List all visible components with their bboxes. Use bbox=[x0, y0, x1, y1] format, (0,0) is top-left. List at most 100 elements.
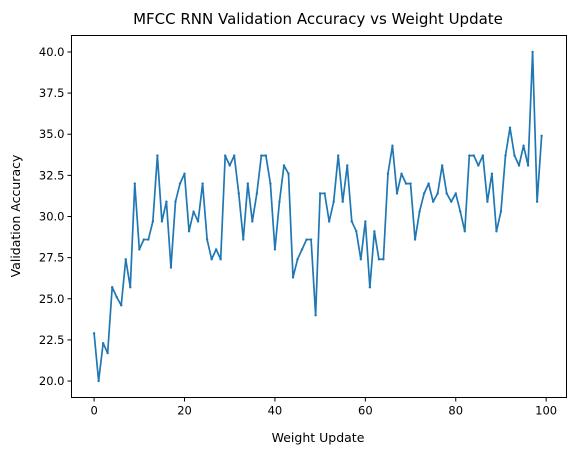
data-point-49 bbox=[314, 314, 317, 317]
data-point-10 bbox=[138, 248, 141, 251]
data-point-68 bbox=[400, 172, 403, 175]
data-point-12 bbox=[147, 238, 150, 241]
data-point-6 bbox=[120, 304, 123, 307]
data-point-86 bbox=[481, 154, 485, 157]
x-axis-label: Weight Update bbox=[272, 430, 365, 445]
data-point-24 bbox=[201, 182, 204, 185]
data-point-94 bbox=[517, 164, 521, 167]
data-point-27 bbox=[214, 248, 218, 251]
data-point-31 bbox=[233, 154, 236, 157]
y-tick-label: 32.5 bbox=[39, 168, 65, 182]
y-axis-label: Validation Accuracy bbox=[8, 154, 23, 277]
data-point-43 bbox=[287, 172, 290, 175]
data-point-62 bbox=[373, 230, 376, 233]
data-point-9 bbox=[133, 182, 136, 185]
y-tick-label: 30.0 bbox=[39, 210, 65, 224]
data-point-34 bbox=[246, 182, 249, 185]
data-point-56 bbox=[346, 164, 349, 167]
data-point-55 bbox=[341, 200, 344, 203]
data-point-93 bbox=[513, 154, 516, 157]
data-point-52 bbox=[327, 220, 331, 223]
plot-area bbox=[71, 35, 567, 398]
data-point-81 bbox=[459, 210, 462, 213]
data-point-87 bbox=[486, 200, 489, 203]
data-point-90 bbox=[499, 210, 503, 213]
data-point-63 bbox=[377, 258, 381, 261]
data-point-40 bbox=[273, 248, 277, 251]
data-point-74 bbox=[427, 182, 430, 185]
x-tick-label: 20 bbox=[177, 404, 192, 418]
data-point-98 bbox=[535, 200, 539, 203]
data-point-2 bbox=[101, 342, 105, 345]
data-point-54 bbox=[337, 154, 340, 157]
data-point-53 bbox=[332, 200, 335, 203]
data-point-85 bbox=[477, 164, 480, 167]
y-tick-label: 22.5 bbox=[39, 333, 65, 347]
data-point-8 bbox=[129, 286, 132, 289]
data-point-13 bbox=[151, 220, 155, 223]
x-tick-label: 60 bbox=[358, 404, 373, 418]
data-point-19 bbox=[178, 182, 182, 185]
data-points bbox=[92, 50, 543, 383]
data-point-82 bbox=[463, 230, 466, 233]
data-point-72 bbox=[418, 210, 421, 213]
chart-title: MFCC RNN Validation Accuracy vs Weight U… bbox=[133, 10, 503, 28]
data-point-3 bbox=[106, 351, 109, 355]
data-point-18 bbox=[174, 200, 177, 203]
data-point-37 bbox=[260, 154, 263, 157]
data-point-32 bbox=[237, 192, 240, 195]
data-point-71 bbox=[413, 238, 417, 241]
y-tick-label: 40.0 bbox=[39, 45, 65, 59]
data-point-50 bbox=[318, 192, 322, 195]
data-point-66 bbox=[391, 144, 394, 147]
data-point-47 bbox=[305, 238, 308, 241]
data-point-44 bbox=[291, 276, 295, 279]
data-point-73 bbox=[422, 192, 426, 195]
data-point-4 bbox=[110, 286, 114, 289]
data-point-75 bbox=[431, 200, 435, 203]
data-point-76 bbox=[436, 192, 439, 195]
data-point-38 bbox=[264, 154, 268, 157]
data-point-88 bbox=[490, 172, 494, 175]
data-point-79 bbox=[450, 200, 453, 203]
data-point-61 bbox=[368, 286, 372, 289]
x-axis: 0 20 40 60 80 100 bbox=[90, 397, 557, 418]
data-point-15 bbox=[160, 220, 164, 223]
data-point-26 bbox=[210, 258, 213, 261]
data-point-11 bbox=[142, 238, 146, 241]
data-point-30 bbox=[228, 164, 231, 167]
y-tick-label: 35.0 bbox=[39, 127, 65, 141]
data-point-80 bbox=[454, 192, 457, 195]
data-point-92 bbox=[508, 126, 512, 129]
y-axis: 20.0 22.5 25.0 27.5 30.0 32.5 35.0 37.5 40.0 bbox=[39, 45, 72, 388]
data-point-77 bbox=[440, 164, 444, 167]
data-point-57 bbox=[350, 220, 353, 223]
data-point-48 bbox=[309, 238, 313, 241]
data-point-89 bbox=[495, 230, 498, 233]
data-point-33 bbox=[242, 238, 245, 241]
data-point-0 bbox=[92, 332, 96, 335]
data-point-83 bbox=[468, 154, 471, 157]
x-tick-label: 40 bbox=[268, 404, 283, 418]
x-tick-label: 80 bbox=[448, 404, 463, 418]
data-point-25 bbox=[205, 238, 209, 241]
x-tick-label: 100 bbox=[535, 404, 557, 418]
data-point-5 bbox=[115, 295, 118, 299]
data-point-58 bbox=[355, 230, 358, 233]
data-point-39 bbox=[269, 182, 272, 185]
data-point-84 bbox=[472, 154, 476, 157]
data-point-23 bbox=[196, 220, 200, 223]
data-point-70 bbox=[409, 182, 412, 185]
y-tick-label: 27.5 bbox=[39, 251, 65, 265]
data-point-45 bbox=[296, 258, 299, 261]
data-point-60 bbox=[364, 220, 367, 223]
data-point-51 bbox=[323, 192, 326, 195]
data-point-64 bbox=[382, 258, 385, 261]
data-point-95 bbox=[522, 144, 525, 147]
data-point-91 bbox=[504, 154, 507, 157]
data-point-96 bbox=[526, 164, 530, 167]
y-tick-label: 20.0 bbox=[39, 374, 65, 388]
data-point-1 bbox=[97, 379, 100, 383]
data-point-65 bbox=[386, 172, 390, 175]
